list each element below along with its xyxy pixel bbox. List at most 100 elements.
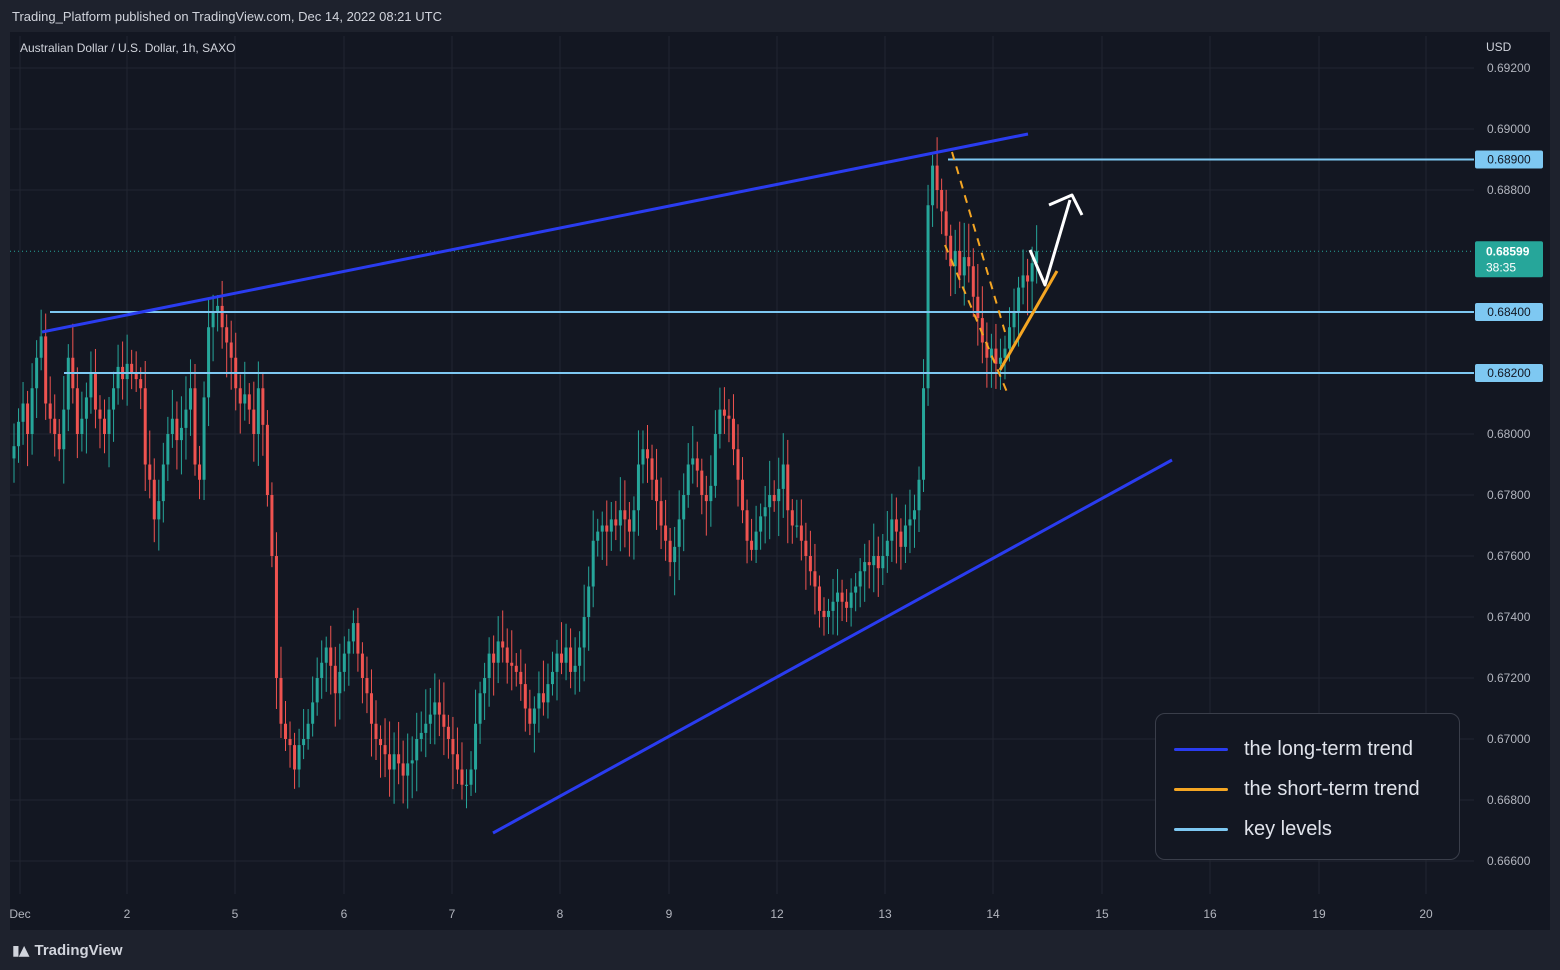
candle-body <box>673 546 677 563</box>
x-tick-label: 9 <box>666 907 673 921</box>
candle-body <box>655 479 659 502</box>
candle-body <box>759 516 763 532</box>
candle-body <box>134 373 138 380</box>
candle-body <box>157 501 161 520</box>
candle-body <box>931 165 935 206</box>
candle-body <box>831 601 835 611</box>
candle-body <box>636 464 640 511</box>
x-tick-label: 6 <box>341 907 348 921</box>
candle-body <box>329 647 333 666</box>
key-level-badge <box>1475 364 1543 382</box>
candle-body <box>971 266 975 297</box>
candles <box>12 137 1039 809</box>
candle-body <box>356 623 360 654</box>
x-tick-label: 8 <box>557 907 564 921</box>
candle-body <box>596 531 600 541</box>
candle-body <box>342 653 346 672</box>
candle-body <box>686 464 690 495</box>
candle-body <box>903 525 907 547</box>
candle-body <box>293 745 297 770</box>
candle-body <box>492 653 496 663</box>
candle-body <box>351 623 355 642</box>
candle-body <box>564 647 568 663</box>
candle-body <box>750 540 754 550</box>
candle-body <box>392 754 396 770</box>
candle-body <box>876 556 880 569</box>
candle-body <box>541 693 545 703</box>
candle-body <box>202 397 206 480</box>
candle-body <box>858 571 862 587</box>
candle-body <box>261 388 265 425</box>
candle-body <box>664 525 668 541</box>
y-tick-label: 0.69200 <box>1487 61 1531 75</box>
candle-body <box>935 165 939 190</box>
candle-body <box>722 409 726 416</box>
candle-body <box>410 760 414 764</box>
candle-body <box>98 409 102 419</box>
candle-body <box>53 418 57 434</box>
legend-line-key-levels <box>1174 828 1228 831</box>
candle-body <box>578 647 582 666</box>
y-tick-label: 0.67600 <box>1487 549 1531 563</box>
x-tick-label: 20 <box>1419 907 1433 921</box>
candle-body <box>587 586 591 617</box>
candle-body <box>130 363 134 373</box>
candle-body <box>537 693 541 709</box>
candle-body <box>1003 348 1007 358</box>
footer: ▮▲ TradingView <box>0 930 1560 970</box>
candle-body <box>985 342 989 358</box>
candle-body <box>958 251 962 276</box>
candle-body <box>691 458 695 465</box>
candle-body <box>306 723 310 739</box>
x-tick-label: 14 <box>986 907 1000 921</box>
publisher-info: Trading_Platform published on TradingVie… <box>12 9 442 24</box>
candle-body <box>786 464 790 511</box>
candle-body <box>324 647 328 663</box>
candle-body <box>338 671 342 694</box>
candle-body <box>437 702 441 715</box>
candle-body <box>881 556 885 569</box>
candle-body <box>297 745 301 770</box>
x-tick-label: 15 <box>1095 907 1109 921</box>
y-tick-label: 0.68000 <box>1487 427 1531 441</box>
candle-body <box>890 519 894 541</box>
candle-body <box>813 571 817 587</box>
candle-body <box>623 510 627 520</box>
candle-body <box>582 617 586 648</box>
candle-body <box>211 312 215 328</box>
candle-body <box>1030 263 1034 282</box>
x-tick-label: 5 <box>232 907 239 921</box>
candle-body <box>781 464 785 489</box>
candle-body <box>247 394 251 410</box>
candle-body <box>161 464 165 502</box>
key-level-label: 0.68900 <box>1487 153 1531 167</box>
candle-body <box>627 519 631 532</box>
time-axis: Dec 2 5 6 7 8 9 12 13 14 15 16 19 20 <box>9 907 1433 921</box>
x-tick-label: 13 <box>878 907 892 921</box>
y-tick-label: 0.67800 <box>1487 488 1531 502</box>
legend-item-long-term: the long-term trend <box>1174 738 1413 761</box>
candle-body <box>754 531 758 550</box>
candle-body <box>139 379 143 389</box>
candle-body <box>89 373 93 398</box>
candle-body <box>519 671 523 685</box>
candle-body <box>912 510 916 520</box>
short-term-channel-upper <box>951 151 1006 333</box>
candle-body <box>288 739 292 746</box>
candle-body <box>57 434 61 450</box>
candle-body <box>419 732 423 739</box>
candle-body <box>709 485 713 502</box>
candle-body <box>229 342 233 358</box>
candle-body <box>822 610 826 617</box>
tradingview-logo[interactable]: ▮▲ TradingView <box>12 942 123 959</box>
candle-body <box>220 305 224 328</box>
legend-item-short-term: the short-term trend <box>1174 778 1420 801</box>
candle-body <box>383 745 387 755</box>
candle-body <box>1035 251 1039 264</box>
candle-body <box>926 205 930 389</box>
candle-body <box>175 418 179 441</box>
candle-body <box>677 519 681 547</box>
tradingview-logo-icon: ▮▲ <box>12 942 30 959</box>
candle-body <box>103 418 106 434</box>
